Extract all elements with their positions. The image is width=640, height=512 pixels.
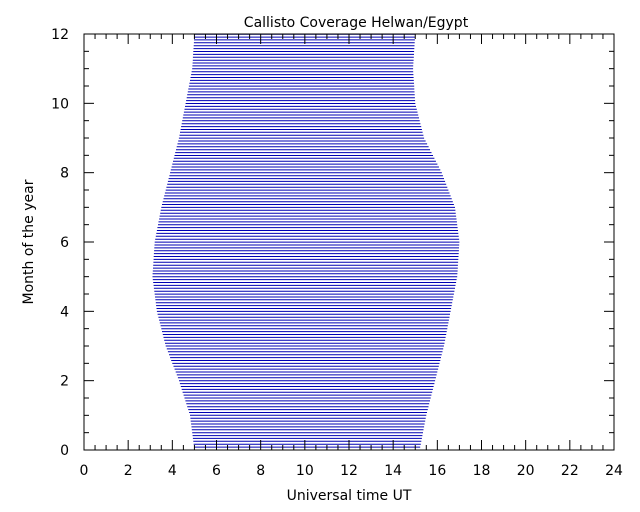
y-tick-label: 0 (60, 443, 69, 459)
coverage-lines (152, 33, 460, 451)
x-tick-label: 20 (517, 463, 535, 479)
x-tick-label: 0 (80, 463, 89, 479)
x-tick-label: 22 (561, 463, 579, 479)
x-tick-label: 24 (605, 463, 623, 479)
x-tick-label: 6 (212, 463, 221, 479)
x-tick-label: 2 (124, 463, 133, 479)
y-tick-label: 8 (60, 166, 69, 182)
y-tick-label: 10 (51, 96, 69, 112)
x-tick-label: 12 (340, 463, 358, 479)
y-tick-label: 2 (60, 374, 69, 390)
x-tick-label: 16 (428, 463, 446, 479)
y-tick-label: 4 (60, 304, 69, 320)
axis-ticks (83, 33, 615, 451)
x-tick-label: 4 (168, 463, 177, 479)
chart-title: Callisto Coverage Helwan/Egypt (244, 15, 469, 31)
y-axis-title: Month of the year (21, 179, 37, 304)
x-tick-label: 18 (473, 463, 491, 479)
x-axis-title: Universal time UT (287, 488, 412, 504)
x-tick-label: 10 (296, 463, 314, 479)
y-tick-label: 12 (51, 27, 69, 43)
x-tick-label: 8 (256, 463, 265, 479)
y-tick-label: 6 (60, 235, 69, 251)
x-tick-label: 14 (384, 463, 402, 479)
